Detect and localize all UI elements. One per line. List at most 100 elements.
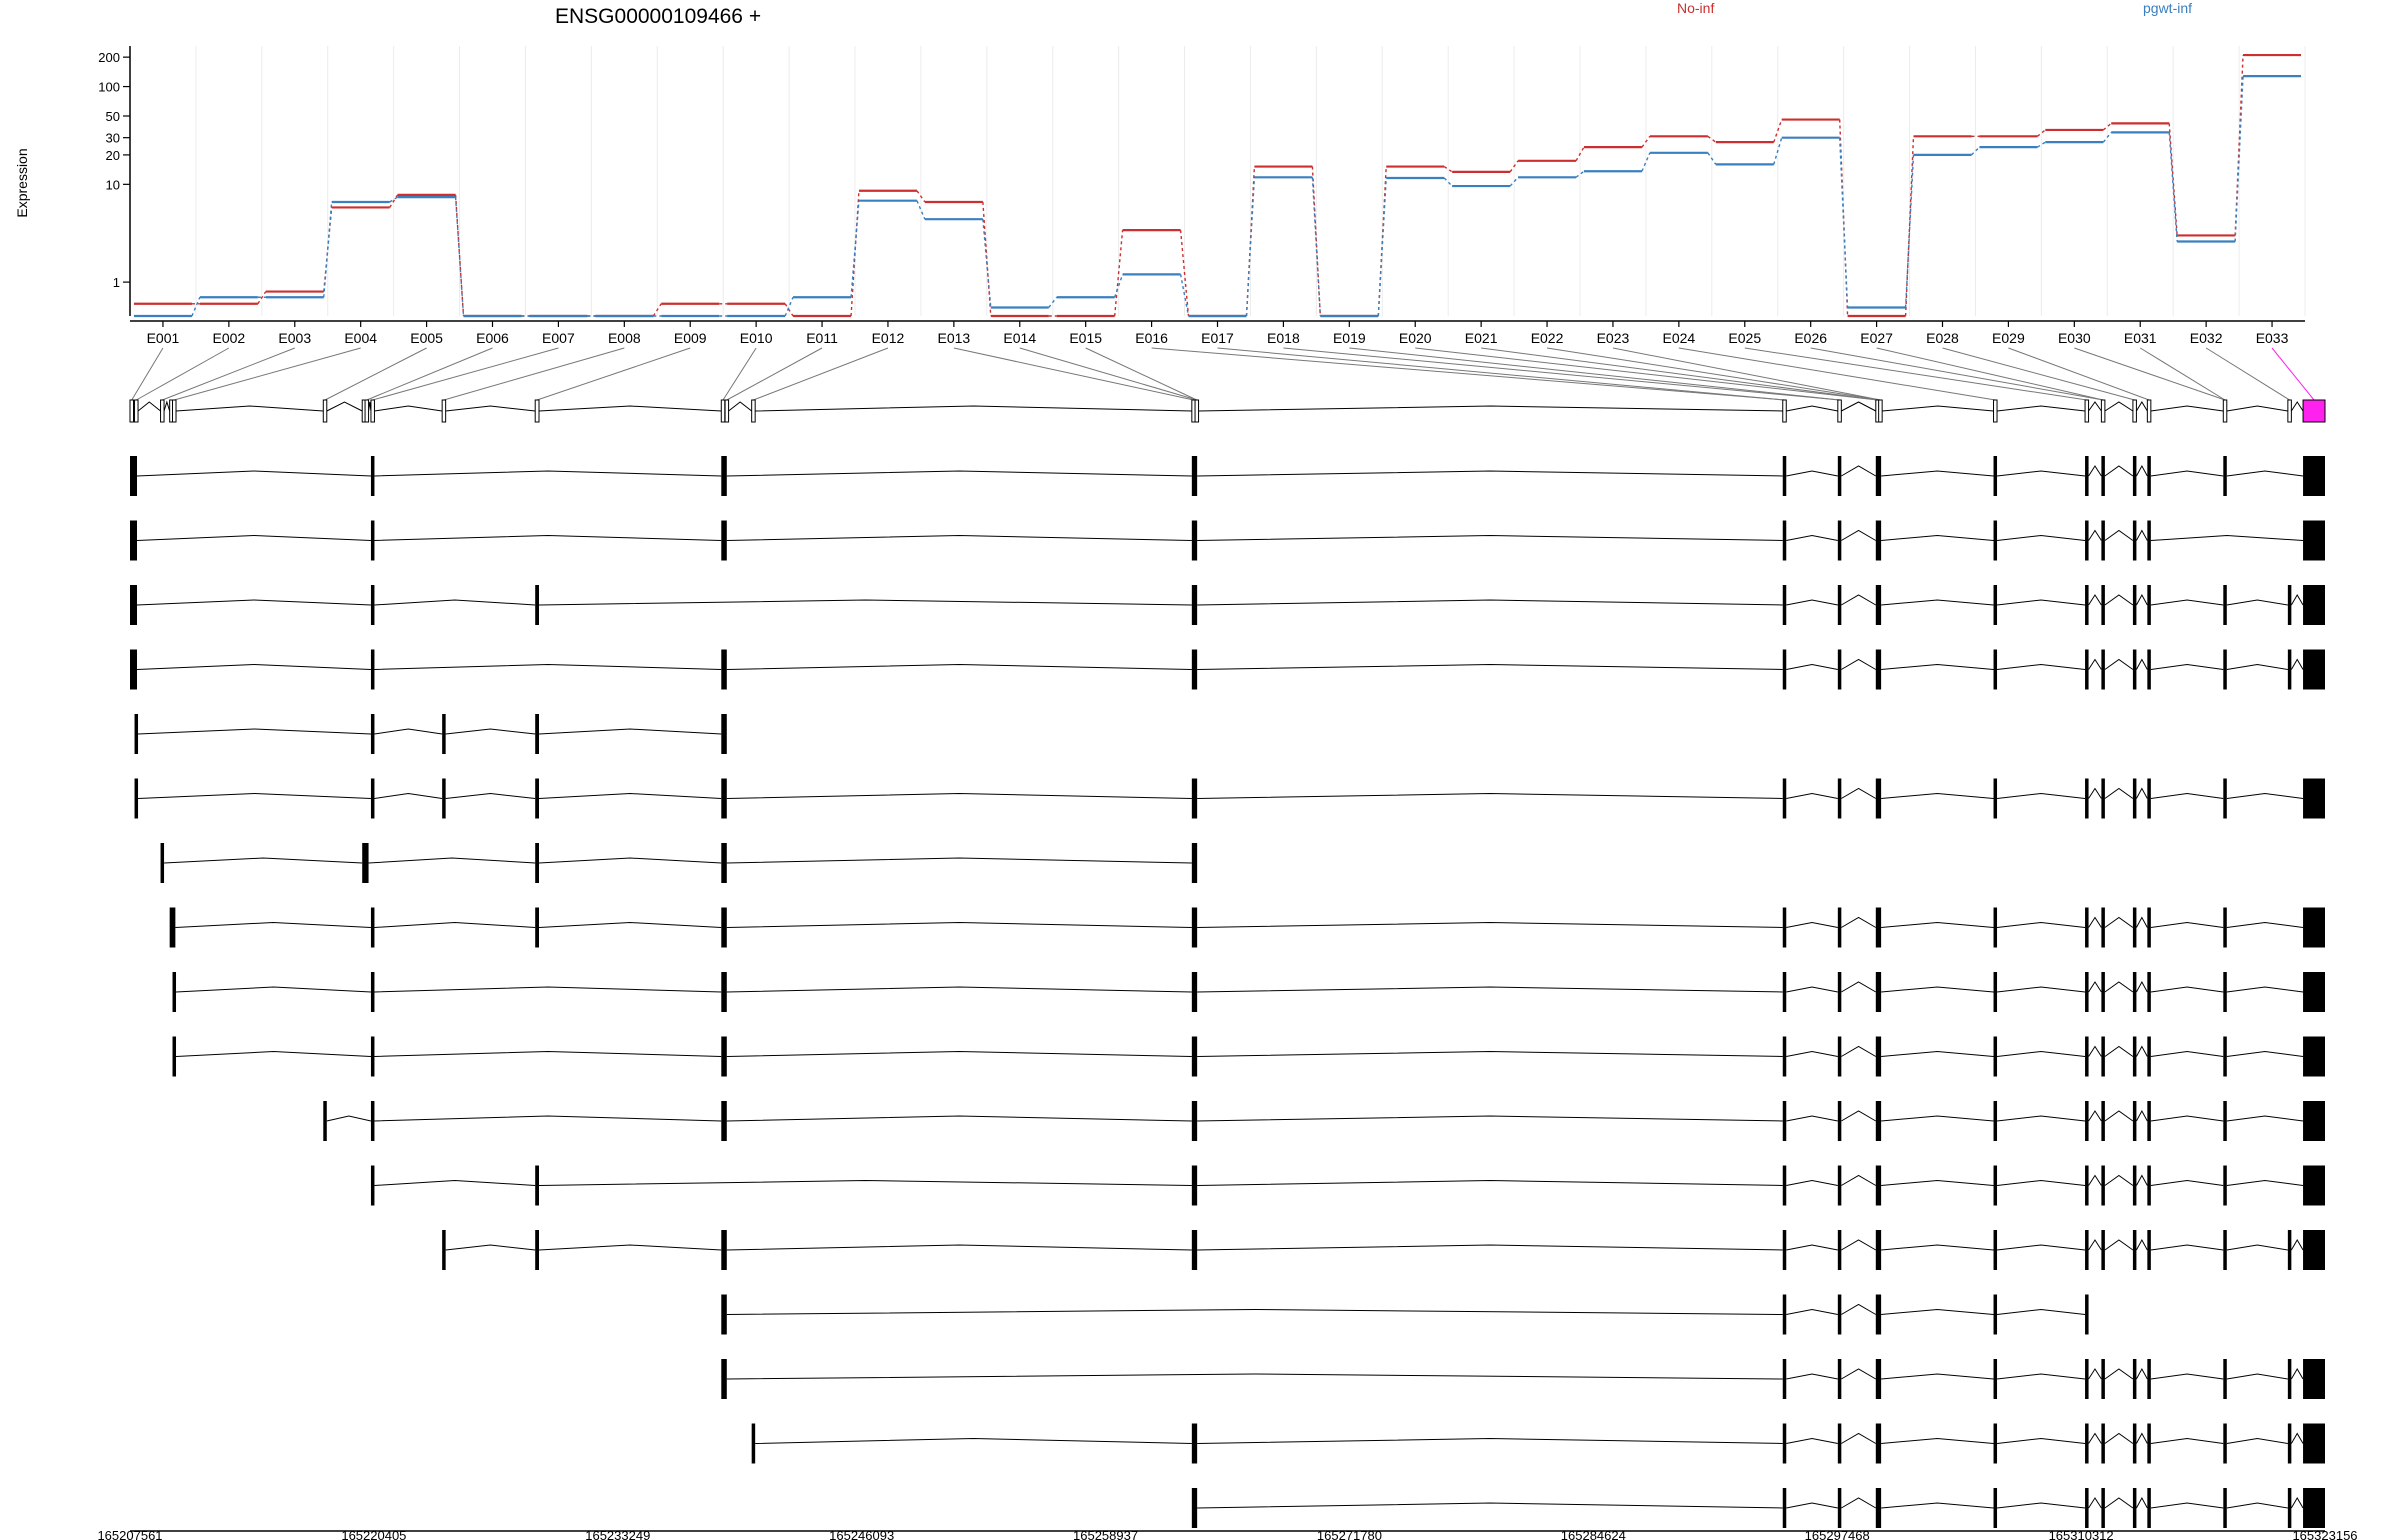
- transcript-exon: [2223, 1359, 2227, 1399]
- transcript-exon: [2132, 1036, 2137, 1077]
- transcript-exon: [1993, 1359, 1998, 1399]
- transcript-intron: [1841, 465, 1877, 477]
- series-connector: [323, 201, 333, 298]
- transcript-exon: [2223, 972, 2227, 1012]
- transcript-exon: [1875, 585, 1882, 625]
- transcript-exon: [370, 1165, 375, 1206]
- transcript-exon: [2147, 649, 2151, 690]
- chart-title: ENSG00000109466 +: [555, 5, 761, 28]
- transcript-intron: [2226, 1179, 2304, 1186]
- series-connector: [1773, 137, 1783, 165]
- transcript-intron: [2150, 1437, 2224, 1444]
- transcript-exon: [1837, 1488, 1842, 1528]
- transcript-intron: [445, 792, 536, 799]
- transcript-exon: [535, 907, 539, 948]
- genomic-tick-label: 165284624: [1561, 1528, 1626, 1540]
- transcript-exon: [2303, 1488, 2325, 1528]
- transcript-exon: [2223, 456, 2227, 496]
- series-connector: [1838, 137, 1849, 308]
- transcript-exon: [1191, 585, 1198, 625]
- transcript-exon: [2147, 972, 2151, 1012]
- series-connector: [1443, 177, 1453, 187]
- gene-model-exon: [2146, 399, 2152, 423]
- transcript-intron: [1197, 1437, 1783, 1444]
- gene-model-intron: [163, 400, 171, 412]
- transcript-intron: [1786, 921, 1838, 928]
- x-tick-label: E023: [1597, 330, 1630, 346]
- x-tick-label: E004: [344, 330, 377, 346]
- transcript-intron: [2088, 787, 2102, 799]
- transcript-exon: [2132, 585, 2137, 625]
- transcript-exon: [2223, 1230, 2227, 1270]
- gene-model-exon: [720, 399, 726, 423]
- series-connector: [1377, 177, 1387, 317]
- transcript-intron: [1786, 792, 1838, 799]
- series-connector: [2102, 122, 2112, 131]
- gene-model-intron: [1996, 405, 2086, 412]
- transcript-exon: [1837, 585, 1842, 625]
- gene-model-exon: [2084, 399, 2090, 423]
- series-connector: [2168, 132, 2178, 242]
- x-tick-label: E006: [476, 330, 509, 346]
- transcript-intron: [175, 921, 371, 928]
- transcript-intron: [1197, 1179, 1783, 1186]
- transcript-exon: [160, 843, 165, 883]
- transcript-intron: [2135, 658, 2148, 670]
- transcript-intron: [374, 986, 722, 993]
- series-connector: [1773, 119, 1783, 143]
- transcript-exon: [2085, 907, 2089, 948]
- transcript-exon: [1875, 778, 1882, 819]
- transcript-intron: [2150, 1115, 2224, 1122]
- transcript-intron: [374, 470, 722, 477]
- transcript-exon: [2287, 585, 2292, 625]
- genomic-tick-label: 165220405: [341, 1528, 406, 1540]
- transcript-intron: [1881, 1373, 1994, 1380]
- exon-connector-E001: [131, 347, 164, 401]
- transcript-intron: [2135, 1238, 2148, 1251]
- y-tick-label: 20: [106, 148, 120, 163]
- transcript-exon: [2147, 778, 2151, 819]
- transcript-intron: [1881, 792, 1994, 799]
- x-tick-label: E002: [213, 330, 246, 346]
- transcript-exon: [1993, 1036, 1998, 1077]
- transcript-exon: [1875, 520, 1882, 561]
- transcript-intron: [726, 921, 1192, 928]
- exon-connector-E027: [1876, 347, 2104, 401]
- y-tick-label: 200: [98, 50, 120, 65]
- series-connector: [982, 201, 992, 317]
- transcript-exon: [2303, 649, 2325, 690]
- genomic-tick-label: 165258937: [1073, 1528, 1138, 1540]
- gene-model-exon: [2222, 399, 2228, 423]
- transcript-intron: [2104, 465, 2134, 477]
- gene-model-exon: [1837, 399, 1842, 423]
- transcript-intron: [726, 1244, 1192, 1251]
- transcript-exon: [1782, 778, 1787, 819]
- gene-model-exon: [172, 399, 177, 423]
- transcript-intron: [1841, 1174, 1877, 1186]
- transcript-intron: [1841, 787, 1877, 799]
- exon-connector-E007: [372, 347, 559, 401]
- transcript-intron: [2088, 981, 2102, 993]
- gene-model-exon: [2287, 399, 2292, 423]
- transcript-intron: [1786, 663, 1838, 670]
- gene-model-intron: [137, 401, 161, 412]
- transcript-intron: [726, 986, 1192, 993]
- transcript-intron: [1197, 1502, 1783, 1509]
- transcript-exon: [2085, 649, 2089, 690]
- transcript-intron: [374, 1179, 536, 1186]
- transcript-exon: [535, 714, 539, 754]
- transcript-exon: [1837, 972, 1842, 1012]
- transcript-intron: [1996, 534, 2086, 541]
- exon-connector-E022: [1546, 347, 1881, 401]
- transcript-intron: [2150, 1179, 2224, 1186]
- transcript-intron: [2135, 980, 2148, 993]
- transcript-11: [323, 1101, 2325, 1141]
- transcript-exon: [2085, 520, 2089, 561]
- series-connector: [2036, 129, 2046, 137]
- exon-connector-E025: [1744, 347, 2087, 401]
- transcript-exon: [1837, 778, 1842, 819]
- transcript-intron: [2135, 529, 2148, 541]
- transcript-exon: [2287, 1230, 2292, 1270]
- transcript-intron: [1197, 1244, 1783, 1251]
- transcript-intron: [2088, 1368, 2102, 1380]
